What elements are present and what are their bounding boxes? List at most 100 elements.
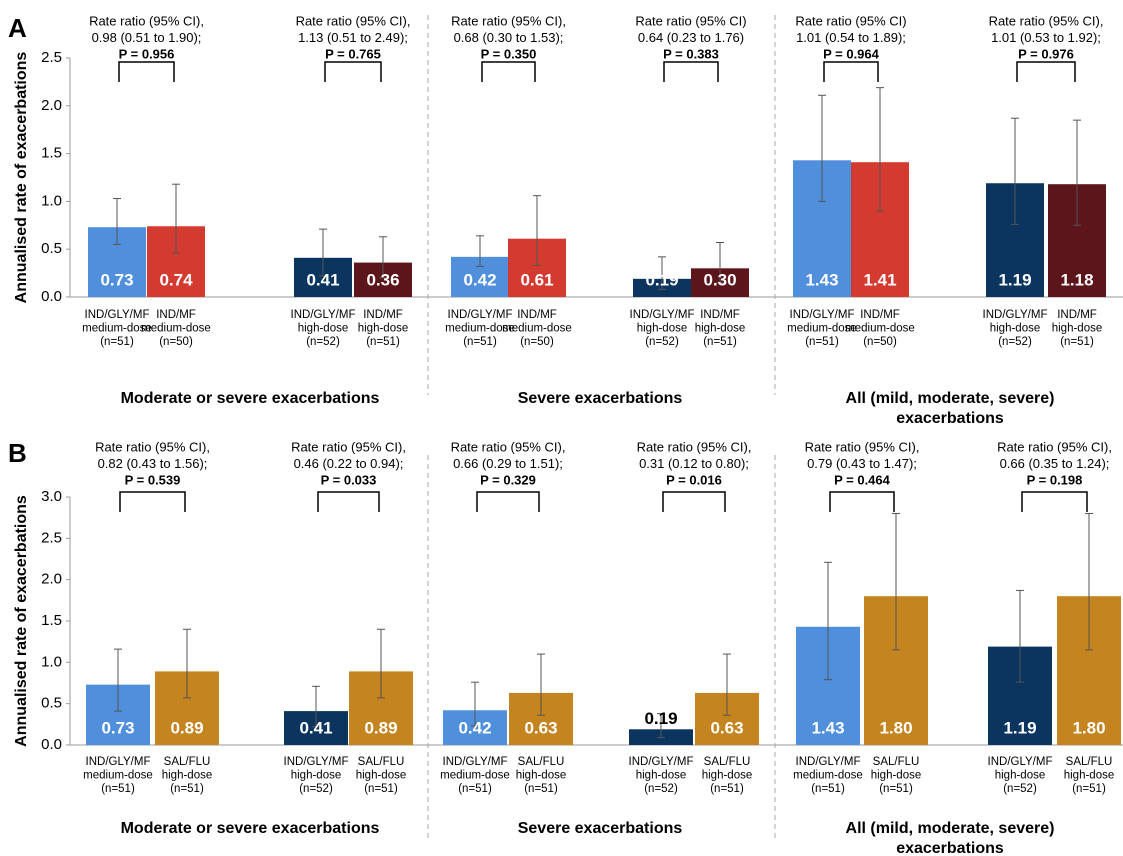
x-tick-label: IND/GLY/MF [988,756,1053,768]
x-tick-label: medium-dose [502,323,572,335]
comparison-text: P = 0.383 [663,46,719,61]
comparison-text: 1.13 (0.51 to 2.49); [298,30,408,45]
comparison-text: Rate ratio (95% CI), [95,439,210,454]
value-label: 0.19 [645,270,678,289]
value-label: 1.19 [1003,718,1036,737]
comparison-text: P = 0.976 [1018,46,1074,61]
x-tick-label: (n=51) [101,783,135,795]
x-tick-label: medium-dose [83,770,153,782]
comparison-text: 0.68 (0.30 to 1.53); [454,30,564,45]
x-tick-label: medium-dose [445,323,515,335]
x-tick-label: IND/GLY/MF [284,756,349,768]
x-tick-label: IND/MF [1057,309,1097,321]
x-tick-label: (n=51) [811,783,845,795]
value-label: 0.89 [364,718,397,737]
comparison-text: Rate ratio (95% CI), [637,439,752,454]
x-tick-label: IND/GLY/MF [443,756,508,768]
comparison-text: Rate ratio (95% CI), [805,439,920,454]
section-title: All (mild, moderate, severe) [846,820,1055,837]
value-label: 0.41 [306,270,339,289]
comparison-text: 0.79 (0.43 to 1.47); [807,456,917,471]
y-tick-label: 1.5 [41,145,62,162]
x-tick-label: IND/GLY/MF [630,309,695,321]
comparison-text: P = 0.956 [119,46,175,61]
value-label: 1.80 [1072,718,1105,737]
x-tick-label: SAL/FLU [518,756,565,768]
section-title: Moderate or severe exacerbations [121,390,380,407]
comparison-text: P = 0.329 [480,472,536,487]
x-tick-label: high-dose [162,770,213,782]
comparison-text: Rate ratio (95% CI), [296,13,411,28]
x-tick-label: high-dose [636,770,687,782]
x-tick-label: (n=51) [1060,336,1094,348]
comparison-text: 0.98 (0.51 to 1.90); [92,30,202,45]
y-tick-label: 1.0 [41,192,62,209]
bracket [663,61,719,82]
value-label: 0.63 [710,718,743,737]
comparison-text: P = 0.464 [834,472,891,487]
section-title: exacerbations [896,840,1004,856]
bracket [324,61,382,82]
x-tick-label: medium-dose [82,323,152,335]
x-tick-label: high-dose [358,323,409,335]
x-tick-label: (n=51) [879,783,913,795]
x-tick-label: IND/MF [156,309,196,321]
bracket [829,491,895,512]
comparison-text: Rate ratio (95% CI), [291,439,406,454]
section-title: All (mild, moderate, severe) [846,390,1055,407]
x-tick-label: (n=51) [463,336,497,348]
comparison-text: 0.66 (0.35 to 1.24); [1000,456,1110,471]
value-label: 1.43 [811,718,844,737]
x-tick-label: (n=51) [364,783,398,795]
x-tick-label: (n=51) [100,336,134,348]
x-tick-label: high-dose [516,770,567,782]
x-tick-label: high-dose [995,770,1046,782]
comparison-text: P = 0.350 [481,46,537,61]
x-tick-label: IND/GLY/MF [448,309,513,321]
panel-letter: A [8,13,27,43]
comparison-text: P = 0.765 [325,46,381,61]
x-tick-label: (n=52) [645,336,679,348]
section-title: Moderate or severe exacerbations [121,820,380,837]
x-tick-label: (n=52) [306,336,340,348]
x-tick-label: IND/MF [517,309,557,321]
section-title: Severe exacerbations [518,820,683,837]
x-tick-label: high-dose [291,770,342,782]
value-label: 1.41 [863,270,896,289]
value-label: 0.61 [520,270,553,289]
y-tick-label: 0.0 [41,736,62,753]
x-tick-label: IND/GLY/MF [629,756,694,768]
x-tick-label: IND/MF [700,309,740,321]
x-tick-label: SAL/FLU [358,756,405,768]
comparison-text: 0.31 (0.12 to 0.80); [639,456,749,471]
section-title: Severe exacerbations [518,390,683,407]
x-tick-label: high-dose [637,323,688,335]
x-tick-label: high-dose [990,323,1041,335]
bracket [1016,61,1076,82]
y-tick-label: 0.5 [41,240,62,257]
x-tick-label: high-dose [695,323,746,335]
y-tick-label: 2.5 [41,49,62,66]
x-tick-label: (n=50) [863,336,897,348]
value-label: 1.18 [1060,270,1093,289]
value-label: 0.42 [463,270,496,289]
comparison-text: P = 0.198 [1027,472,1083,487]
comparison-text: 0.46 (0.22 to 0.94); [294,456,404,471]
x-tick-label: (n=51) [710,783,744,795]
x-tick-label: IND/GLY/MF [796,756,861,768]
y-tick-label: 1.5 [41,612,62,629]
panel-letter: B [8,438,27,468]
x-tick-label: (n=51) [524,783,558,795]
y-tick-label: 2.0 [41,97,62,114]
value-label: 0.19 [644,709,677,728]
comparison-text: Rate ratio (95% CI), [451,13,566,28]
x-tick-label: SAL/FLU [704,756,751,768]
value-label: 0.63 [524,718,557,737]
y-tick-label: 1.0 [41,653,62,670]
x-tick-label: high-dose [871,770,922,782]
x-tick-label: IND/GLY/MF [86,756,151,768]
comparison-text: 1.01 (0.53 to 1.92); [991,30,1101,45]
bracket [119,491,186,512]
